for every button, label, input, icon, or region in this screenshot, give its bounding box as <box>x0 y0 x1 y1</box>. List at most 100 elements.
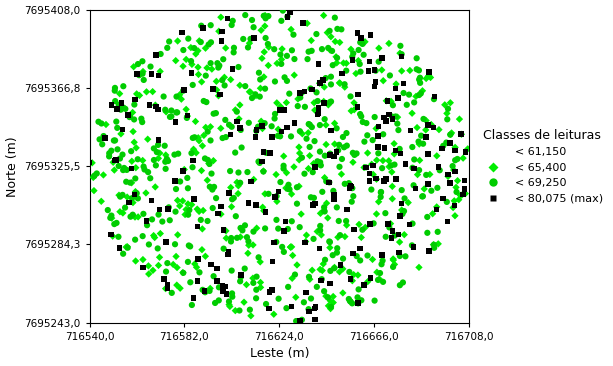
Point <box>196 39 206 45</box>
Point <box>109 159 118 165</box>
Point <box>300 89 310 94</box>
Point <box>384 164 394 169</box>
Point <box>246 179 256 184</box>
Point <box>458 192 468 198</box>
Point <box>138 68 148 74</box>
Point <box>353 300 363 306</box>
Point <box>388 102 398 108</box>
Point <box>138 265 148 270</box>
Point <box>368 172 378 178</box>
Point <box>194 269 204 275</box>
Point <box>253 124 263 130</box>
Point <box>183 185 193 191</box>
Point <box>395 213 405 219</box>
Point <box>443 116 452 122</box>
Point <box>173 151 183 157</box>
Point <box>357 227 367 233</box>
Point <box>256 280 265 285</box>
Point <box>335 40 345 45</box>
Point <box>131 145 141 151</box>
Point <box>170 152 180 157</box>
Point <box>256 118 266 124</box>
Point <box>395 239 405 245</box>
Point <box>356 235 366 240</box>
Point <box>200 45 210 51</box>
Point <box>295 94 305 100</box>
Point <box>315 227 325 233</box>
Point <box>455 193 465 198</box>
Point <box>256 284 265 290</box>
Point <box>240 266 249 272</box>
Point <box>276 104 286 109</box>
Point <box>289 164 299 170</box>
Point <box>203 157 213 163</box>
Point <box>348 193 358 199</box>
Point <box>139 211 148 217</box>
Point <box>161 159 170 165</box>
Point <box>394 250 404 255</box>
Point <box>363 279 373 285</box>
Point <box>437 146 447 152</box>
Point <box>193 64 203 70</box>
Point <box>335 81 345 86</box>
Point <box>314 246 324 251</box>
Point <box>373 150 383 156</box>
Point <box>338 266 348 272</box>
Point <box>240 223 250 228</box>
Point <box>154 254 164 260</box>
Point <box>308 202 318 208</box>
Point <box>424 151 433 157</box>
Point <box>394 127 403 133</box>
Point <box>275 107 284 113</box>
Point <box>170 119 180 125</box>
Point <box>189 146 199 152</box>
Point <box>365 178 375 184</box>
Point <box>265 150 275 156</box>
Point <box>167 108 177 113</box>
Point <box>315 149 325 154</box>
Point <box>120 106 130 112</box>
Point <box>229 49 238 55</box>
Point <box>161 107 170 113</box>
Point <box>183 212 193 218</box>
Point <box>318 189 327 195</box>
Point <box>210 300 220 306</box>
Point <box>369 220 379 226</box>
Point <box>189 134 199 140</box>
Point <box>160 143 170 149</box>
Point <box>247 95 257 101</box>
Point <box>314 105 324 111</box>
Point <box>313 112 322 117</box>
Point <box>226 77 235 83</box>
Point <box>134 72 144 78</box>
Point <box>170 241 180 247</box>
Point <box>173 232 183 238</box>
Point <box>405 67 415 73</box>
Point <box>365 221 375 227</box>
Point <box>409 244 419 250</box>
Point <box>292 184 302 190</box>
Point <box>298 20 308 26</box>
Point <box>104 150 114 156</box>
Point <box>226 184 235 190</box>
Point <box>404 92 414 98</box>
Point <box>206 22 216 28</box>
Point <box>407 110 417 116</box>
Point <box>185 279 195 285</box>
Point <box>152 149 162 155</box>
Point <box>330 120 340 126</box>
Point <box>183 112 192 118</box>
Point <box>429 242 439 248</box>
Point <box>96 120 106 126</box>
Point <box>259 74 268 80</box>
Point <box>172 109 181 115</box>
Point <box>232 235 242 241</box>
Point <box>308 236 318 242</box>
Point <box>114 163 124 169</box>
Point <box>458 155 468 161</box>
Point <box>367 187 376 193</box>
Point <box>187 202 197 208</box>
Point <box>156 51 166 57</box>
Point <box>116 100 126 106</box>
Point <box>438 143 448 149</box>
